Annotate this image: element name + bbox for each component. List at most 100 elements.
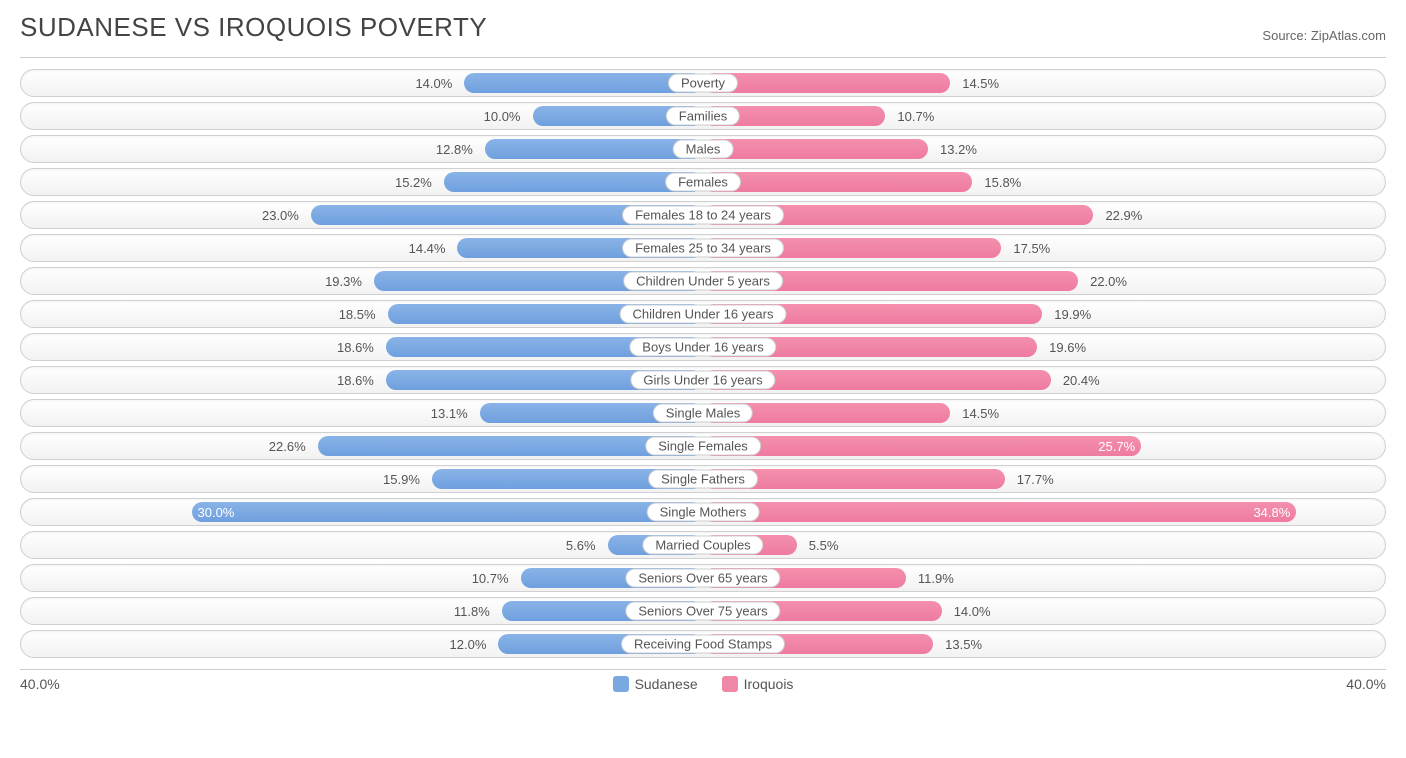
- right-value: 15.8%: [978, 175, 1027, 190]
- right-value: 13.2%: [934, 142, 983, 157]
- category-label: Seniors Over 75 years: [625, 602, 780, 621]
- legend-swatch-left: [613, 676, 629, 692]
- chart-row: 11.8%14.0%Seniors Over 75 years: [20, 597, 1386, 625]
- chart-row: 5.6% 5.5% Married Couples: [20, 531, 1386, 559]
- left-value: 12.8%: [430, 142, 479, 157]
- right-value: 17.7%: [1011, 472, 1060, 487]
- right-half: 13.2%: [703, 139, 1385, 159]
- chart-row: 19.3% 22.0% Children Under 5 years: [20, 267, 1386, 295]
- right-value: 34.8%: [1247, 505, 1296, 520]
- right-value: 13.5%: [939, 637, 988, 652]
- category-label: Married Couples: [642, 536, 763, 555]
- left-half: 11.8%: [21, 601, 703, 621]
- right-value: 22.0%: [1084, 274, 1133, 289]
- chart-row: 18.6%20.4%Girls Under 16 years: [20, 366, 1386, 394]
- right-value: 10.7%: [891, 109, 940, 124]
- right-half: 22.9%: [703, 205, 1385, 225]
- right-half: 10.7%: [703, 106, 1385, 126]
- chart-row: 14.4% 17.5% Females 25 to 34 years: [20, 234, 1386, 262]
- right-value: 17.5%: [1007, 241, 1056, 256]
- left-value: 10.7%: [466, 571, 515, 586]
- axis-max-left: 40.0%: [20, 676, 60, 692]
- left-value: 18.6%: [331, 373, 380, 388]
- left-value: 15.9%: [377, 472, 426, 487]
- category-label: Receiving Food Stamps: [621, 635, 785, 654]
- left-half: 18.6%: [21, 337, 703, 357]
- left-half: 18.6%: [21, 370, 703, 390]
- left-value: 19.3%: [319, 274, 368, 289]
- right-half: 22.0%: [703, 271, 1385, 291]
- left-half: 5.6%: [21, 535, 703, 555]
- right-half: 14.0%: [703, 601, 1385, 621]
- left-half: 23.0%: [21, 205, 703, 225]
- chart-row: 10.0% 10.7% Families: [20, 102, 1386, 130]
- category-label: Poverty: [668, 74, 738, 93]
- category-label: Children Under 5 years: [623, 272, 783, 291]
- right-bar: 34.8%: [703, 502, 1296, 522]
- chart-footer: 40.0% Sudanese Iroquois 40.0%: [20, 676, 1386, 692]
- right-value: 25.7%: [1092, 439, 1141, 454]
- category-label: Families: [666, 107, 740, 126]
- right-half: 20.4%: [703, 370, 1385, 390]
- chart-title: SUDANESE VS IROQUOIS POVERTY: [20, 12, 487, 43]
- legend: Sudanese Iroquois: [613, 676, 794, 692]
- chart-row: 13.1% 14.5% Single Males: [20, 399, 1386, 427]
- category-label: Females: [665, 173, 741, 192]
- right-value: 11.9%: [912, 571, 960, 586]
- left-half: 15.2%: [21, 172, 703, 192]
- left-half: 10.0%: [21, 106, 703, 126]
- left-bar: 12.8%: [485, 139, 703, 159]
- chart-row: 10.7% 11.9% Seniors Over 65 years: [20, 564, 1386, 592]
- left-value: 18.6%: [331, 340, 380, 355]
- chart-header: SUDANESE VS IROQUOIS POVERTY Source: Zip…: [20, 12, 1386, 43]
- left-half: 13.1%: [21, 403, 703, 423]
- left-half: 19.3%: [21, 271, 703, 291]
- legend-item-left: Sudanese: [613, 676, 698, 692]
- category-label: Seniors Over 65 years: [625, 569, 780, 588]
- left-half: 18.5%: [21, 304, 703, 324]
- source-attribution: Source: ZipAtlas.com: [1262, 28, 1386, 43]
- right-value: 19.6%: [1043, 340, 1092, 355]
- right-value: 5.5%: [803, 538, 845, 553]
- left-half: 30.0%: [21, 502, 703, 522]
- category-label: Single Males: [653, 404, 753, 423]
- left-value: 14.4%: [403, 241, 452, 256]
- left-half: 12.0%: [21, 634, 703, 654]
- axis-max-right: 40.0%: [1346, 676, 1386, 692]
- legend-swatch-right: [722, 676, 738, 692]
- category-label: Single Females: [645, 437, 761, 456]
- chart-row: 30.0% 34.8% Single Mothers: [20, 498, 1386, 526]
- left-half: 14.4%: [21, 238, 703, 258]
- legend-item-right: Iroquois: [722, 676, 794, 692]
- right-half: 14.5%: [703, 73, 1385, 93]
- right-half: 25.7%: [703, 436, 1385, 456]
- left-half: 12.8%: [21, 139, 703, 159]
- right-half: 34.8%: [703, 502, 1385, 522]
- right-half: 15.8%: [703, 172, 1385, 192]
- right-half: 17.7%: [703, 469, 1385, 489]
- category-label: Single Fathers: [648, 470, 758, 489]
- legend-label-left: Sudanese: [635, 676, 698, 692]
- category-label: Females 25 to 34 years: [622, 239, 784, 258]
- right-bar: 13.2%: [703, 139, 928, 159]
- category-label: Boys Under 16 years: [629, 338, 776, 357]
- category-label: Single Mothers: [647, 503, 760, 522]
- left-value: 18.5%: [333, 307, 382, 322]
- left-value: 23.0%: [256, 208, 305, 223]
- left-value: 22.6%: [263, 439, 312, 454]
- source-name: ZipAtlas.com: [1311, 28, 1386, 43]
- right-half: 11.9%: [703, 568, 1385, 588]
- chart-row: 12.0% 13.5% Receiving Food Stamps: [20, 630, 1386, 658]
- right-half: 19.6%: [703, 337, 1385, 357]
- left-half: 10.7%: [21, 568, 703, 588]
- chart-row: 18.5%19.9%Children Under 16 years: [20, 300, 1386, 328]
- chart-row: 12.8%13.2%Males: [20, 135, 1386, 163]
- chart-row: 22.6% 25.7% Single Females: [20, 432, 1386, 460]
- diverging-bar-chart: 14.0%14.5%Poverty10.0%10.7%Families12.8%…: [20, 57, 1386, 670]
- left-value: 12.0%: [444, 637, 493, 652]
- category-label: Males: [673, 140, 734, 159]
- left-value: 30.0%: [192, 505, 241, 520]
- category-label: Children Under 16 years: [620, 305, 787, 324]
- right-value: 14.5%: [956, 406, 1005, 421]
- chart-row: 23.0%22.9%Females 18 to 24 years: [20, 201, 1386, 229]
